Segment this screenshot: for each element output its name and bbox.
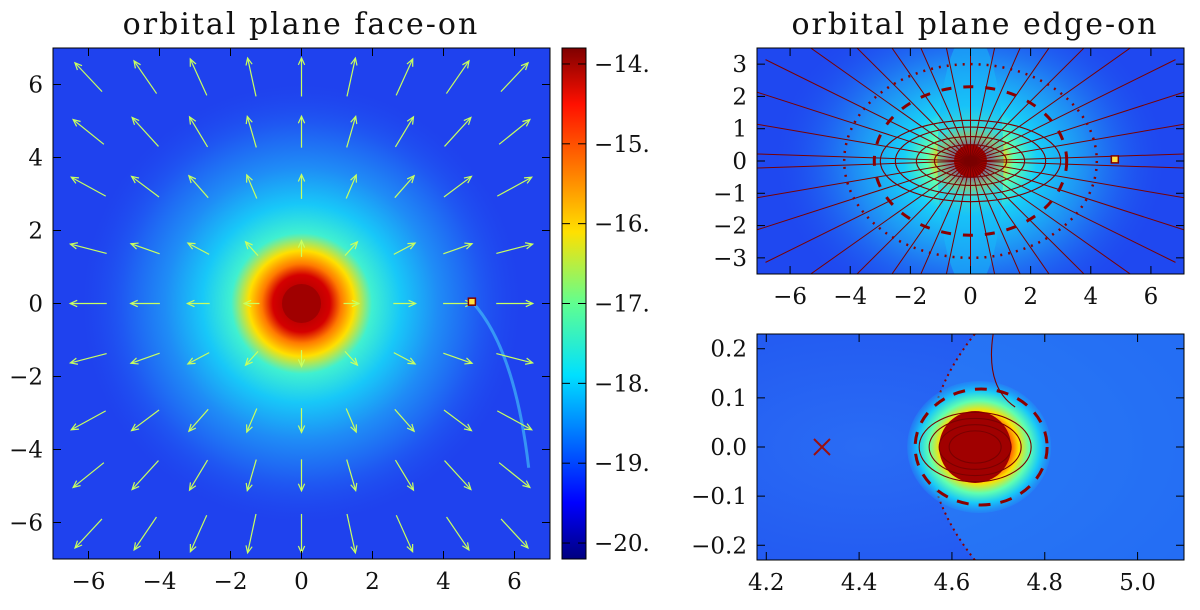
x-tick-label: 0 [294,569,309,595]
x-tick-label: 5.0 [1119,570,1156,596]
panel-zoom: 4.2 4.4 4.6 4.8 5.0 0.2 0.1 0.0 −0.1 −0.2 [691,334,1184,596]
y-tick-label: 0.1 [710,386,747,412]
y-tick-label: −3 [713,246,747,272]
y-tick-label: −0.1 [691,484,747,510]
y-tick-label: 3 [732,52,747,78]
y-tick-label: 2 [28,219,43,245]
colorbar-tick-label: −19. [594,451,650,477]
x-tick-label: −2 [214,569,248,595]
y-tick-label: 6 [28,73,43,99]
y-tick-label: 0 [732,149,747,175]
x-tick-label: 2 [1023,284,1038,310]
central-star-core [282,284,321,323]
x-tick-label: −6 [72,569,106,595]
x-tick-label: 2 [365,569,380,595]
y-tick-label: −4 [9,438,43,464]
y-tick-label: −2 [713,214,747,240]
colorbar-tick-label: −14. [594,52,650,78]
y-tick-label: −2 [9,365,43,391]
x-tick-label: −6 [773,284,807,310]
y-tick-label: 2 [732,84,747,110]
x-tick-label: 4.8 [1026,570,1063,596]
companion-marker [468,298,475,305]
colorbar-tick-label: −18. [594,371,650,397]
colorbar-tick-label: −20. [594,531,650,557]
y-tick-label: 0.0 [710,435,747,461]
x-tick-label: 0 [963,284,978,310]
planet-core [939,411,1011,483]
y-tick-label: −6 [9,511,43,537]
panel-a-title: orbital plane face-on [123,7,480,42]
x-tick-label: 6 [1144,284,1159,310]
x-tick-label: 6 [507,569,522,595]
y-tick-label: 4 [28,146,43,172]
x-tick-label: 4 [1083,284,1098,310]
y-tick-label: 1 [732,117,747,143]
colorbar-tick-label: −17. [594,292,650,318]
y-tick-label: −1 [713,181,747,207]
panel-edge-on: orbital plane edge-on −6 −4 −2 0 2 4 6 3 2 1 0 −1 −2… [713,0,1200,355]
x-tick-label: −4 [143,569,177,595]
colorbar-tick-label: −15. [594,132,650,158]
panel-b-title: orbital plane edge-on [791,7,1158,42]
y-tick-label: −0.2 [691,533,747,559]
panel-face-on: orbital plane face-on −6 −4 −2 0 2 4 6 6 4 2 0 −2 −4… [9,7,650,595]
x-tick-label: 4.4 [841,570,878,596]
edge-on-companion [1111,156,1118,163]
x-tick-label: −4 [833,284,867,310]
y-tick-label: 0 [28,292,43,318]
x-tick-label: 4 [436,569,451,595]
y-tick-label: 0.2 [710,337,747,363]
x-tick-label: 4.2 [748,570,785,596]
x-tick-label: 4.6 [934,570,971,596]
colorbar-tick-label: −16. [594,212,650,238]
x-tick-label: −2 [893,284,927,310]
